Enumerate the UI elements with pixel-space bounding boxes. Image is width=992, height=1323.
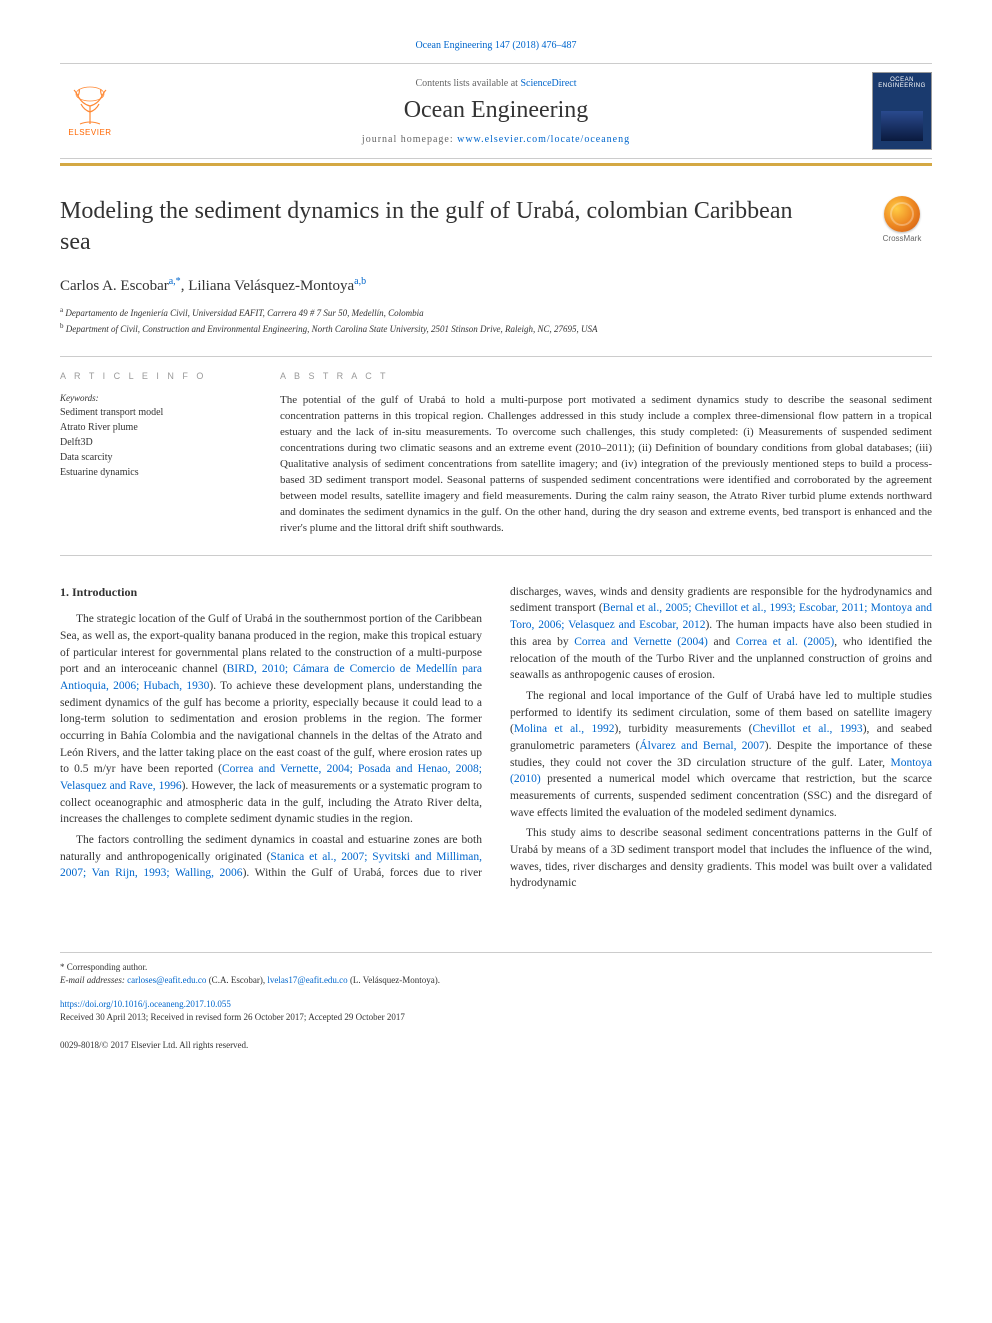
affiliation-b: b Department of Civil, Construction and … — [60, 321, 932, 337]
article-info-left: A R T I C L E I N F O Keywords: Sediment… — [60, 371, 250, 536]
email-line: E-mail addresses: carloses@eafit.edu.co … — [60, 974, 932, 988]
elsevier-tree-icon — [66, 86, 114, 126]
elsevier-logo: ELSEVIER — [60, 81, 120, 141]
footer: * Corresponding author. E-mail addresses… — [60, 952, 932, 1053]
keywords-list: Sediment transport model Atrato River pl… — [60, 405, 250, 480]
homepage-prefix: journal homepage: — [362, 134, 457, 145]
elsevier-name: ELSEVIER — [68, 128, 111, 137]
citation-link[interactable]: Molina et al., 1992 — [514, 723, 615, 735]
keyword-item: Data scarcity — [60, 450, 250, 465]
paragraph: This study aims to describe seasonal sed… — [510, 825, 932, 892]
cover-image-placeholder — [881, 111, 923, 141]
email-who-1: (C.A. Escobar), — [206, 975, 267, 985]
cover-title: OCEAN ENGINEERING — [873, 73, 931, 93]
homepage-line: journal homepage: www.elsevier.com/locat… — [362, 134, 630, 145]
citation-line: Ocean Engineering 147 (2018) 476–487 — [60, 40, 932, 51]
affiliation-a: a Departamento de Ingeniería Civil, Univ… — [60, 305, 932, 321]
text-run: and — [708, 636, 736, 648]
sciencedirect-link[interactable]: ScienceDirect — [520, 78, 576, 89]
email-who-2: (L. Velásquez-Montoya). — [348, 975, 440, 985]
body-text: 1. Introduction The strategic location o… — [60, 584, 932, 892]
abstract-text: The potential of the gulf of Urabá to ho… — [280, 393, 932, 536]
author-2-affil: a,b — [354, 276, 366, 287]
keyword-item: Sediment transport model — [60, 405, 250, 420]
article-title: Modeling the sediment dynamics in the gu… — [60, 196, 820, 258]
keyword-item: Delft3D — [60, 435, 250, 450]
affil-a-text: Departamento de Ingeniería Civil, Univer… — [63, 308, 423, 318]
citation-link[interactable]: Chevillot et al., 1993 — [752, 723, 862, 735]
text-run: presented a numerical model which overca… — [510, 773, 932, 818]
email-label: E-mail addresses: — [60, 975, 127, 985]
article-info-row: A R T I C L E I N F O Keywords: Sediment… — [60, 356, 932, 555]
citation-link[interactable]: Correa and Vernette (2004) — [574, 636, 708, 648]
contents-available-line: Contents lists available at ScienceDirec… — [362, 78, 630, 89]
paragraph: The strategic location of the Gulf of Ur… — [60, 611, 482, 828]
keyword-item: Estuarine dynamics — [60, 465, 250, 480]
journal-cover-thumbnail: OCEAN ENGINEERING — [872, 72, 932, 150]
affiliations: a Departamento de Ingeniería Civil, Univ… — [60, 305, 932, 336]
gold-divider — [60, 163, 932, 166]
email-link-2[interactable]: lvelas17@eafit.edu.co — [267, 975, 347, 985]
copyright-line: 0029-8018/© 2017 Elsevier Ltd. All right… — [60, 1039, 932, 1053]
abstract-block: A B S T R A C T The potential of the gul… — [280, 371, 932, 536]
journal-title: Ocean Engineering — [362, 97, 630, 124]
journal-header: ELSEVIER Contents lists available at Sci… — [60, 63, 932, 159]
text-run: This study aims to describe seasonal sed… — [510, 827, 932, 889]
contents-prefix: Contents lists available at — [415, 78, 520, 89]
article-info-head: A R T I C L E I N F O — [60, 371, 250, 381]
homepage-link[interactable]: www.elsevier.com/locate/oceaneng — [457, 134, 630, 145]
email-link-1[interactable]: carloses@eafit.edu.co — [127, 975, 206, 985]
citation-link[interactable]: Correa et al. (2005) — [736, 636, 834, 648]
author-line: Carlos A. Escobara,*, Liliana Velásquez-… — [60, 276, 932, 295]
crossmark-icon — [884, 196, 920, 232]
text-run: ). To achieve these development plans, u… — [60, 680, 482, 775]
author-1: Carlos A. Escobar — [60, 278, 169, 294]
text-run: ). — [243, 867, 255, 879]
text-run: ), turbidity measurements ( — [614, 723, 752, 735]
author-2: Liliana Velásquez-Montoya — [188, 278, 354, 294]
crossmark-label: CrossMark — [883, 234, 922, 243]
author-1-affil: a,* — [169, 276, 181, 287]
article-history: Received 30 April 2013; Received in revi… — [60, 1011, 932, 1025]
corresponding-author: * Corresponding author. — [60, 961, 932, 975]
keywords-label: Keywords: — [60, 393, 250, 403]
section-1-heading: 1. Introduction — [60, 584, 482, 601]
crossmark-badge[interactable]: CrossMark — [872, 196, 932, 243]
affil-b-text: Department of Civil, Construction and En… — [64, 324, 598, 334]
citation-link[interactable]: Álvarez and Bernal, 2007 — [639, 740, 764, 752]
keyword-item: Atrato River plume — [60, 420, 250, 435]
doi-link[interactable]: https://doi.org/10.1016/j.oceaneng.2017.… — [60, 999, 231, 1009]
paragraph: The regional and local importance of the… — [510, 688, 932, 821]
abstract-head: A B S T R A C T — [280, 371, 932, 381]
